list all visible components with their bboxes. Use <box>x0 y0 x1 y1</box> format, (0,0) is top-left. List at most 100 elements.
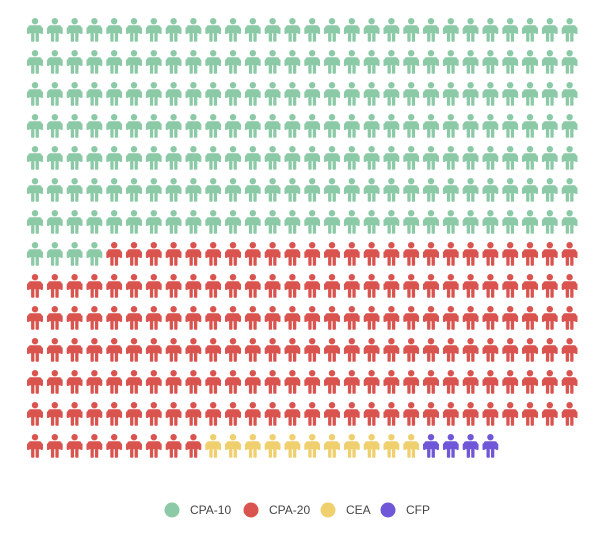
person-icon-cpa-20 <box>541 274 558 298</box>
person-icon-cpa-10 <box>264 82 281 106</box>
person-icon-cpa-10 <box>66 50 83 74</box>
person-icon-cpa-20 <box>185 242 202 266</box>
person-icon-cpa-20 <box>106 402 123 426</box>
person-icon-cpa-20 <box>363 306 380 330</box>
person-icon-cpa-20 <box>106 434 123 458</box>
legend-item-cfp[interactable]: CFP <box>380 502 431 518</box>
person-icon-cpa-10 <box>363 114 380 138</box>
person-icon-cpa-20 <box>522 242 538 266</box>
person-icon-cpa-10 <box>502 18 519 42</box>
person-icon-cpa-20 <box>126 306 142 330</box>
person-icon-cpa-20 <box>522 306 538 330</box>
person-icon-cpa-20 <box>244 402 261 426</box>
person-icon-cpa-20 <box>304 370 321 394</box>
person-icon-cpa-20 <box>46 434 63 458</box>
person-icon-cpa-10 <box>27 146 43 170</box>
person-icon-cpa-20 <box>244 274 261 298</box>
person-icon-cpa-20 <box>66 370 83 394</box>
person-icon-cpa-10 <box>363 50 380 74</box>
person-icon-cpa-20 <box>383 402 400 426</box>
person-icon-cpa-20 <box>304 402 321 426</box>
person-icon-cpa-20 <box>561 242 578 266</box>
person-icon-cpa-10 <box>502 50 519 74</box>
person-icon-cpa-10 <box>205 18 222 42</box>
person-icon-cpa-20 <box>145 338 162 362</box>
person-icon-cpa-10 <box>403 18 420 42</box>
person-icon-cpa-10 <box>225 18 241 42</box>
legend-item-cpa-10[interactable]: CPA-10 <box>164 502 232 518</box>
person-icon-cpa-20 <box>27 370 43 394</box>
person-icon-cpa-20 <box>284 402 301 426</box>
person-icon-cpa-20 <box>225 274 241 298</box>
person-icon-cpa-20 <box>86 274 103 298</box>
person-icon-cpa-10 <box>165 18 182 42</box>
person-icon-cpa-10 <box>185 178 202 202</box>
person-icon-cpa-10 <box>403 114 420 138</box>
person-icon-cpa-20 <box>185 306 202 330</box>
person-icon-cpa-20 <box>126 434 142 458</box>
person-icon-cpa-20 <box>106 370 123 394</box>
person-icon-cpa-20 <box>423 402 439 426</box>
person-icon-cpa-20 <box>343 242 360 266</box>
person-icon-cpa-20 <box>442 402 459 426</box>
person-icon-cea <box>264 434 281 458</box>
person-icon-cpa-20 <box>383 242 400 266</box>
person-icon-cpa-20 <box>462 370 479 394</box>
person-icon-cpa-10 <box>145 210 162 234</box>
person-icon-cpa-20 <box>482 274 499 298</box>
person-icon-cpa-10 <box>304 82 321 106</box>
person-icon-cpa-20 <box>225 402 241 426</box>
person-icon-cpa-20 <box>383 370 400 394</box>
person-icon-cpa-10 <box>561 82 578 106</box>
person-icon-cpa-10 <box>304 146 321 170</box>
person-icon-cpa-10 <box>482 114 499 138</box>
person-icon-cpa-10 <box>324 50 340 74</box>
person-icon-cfp <box>442 434 459 458</box>
person-icon-cpa-10 <box>165 50 182 74</box>
person-icon-cpa-20 <box>423 274 439 298</box>
person-icon-cpa-10 <box>502 178 519 202</box>
person-icon-cpa-20 <box>522 370 538 394</box>
person-icon-cpa-10 <box>244 82 261 106</box>
person-icon-cpa-20 <box>541 306 558 330</box>
person-icon-cpa-10 <box>423 50 439 74</box>
person-icon-cpa-10 <box>383 178 400 202</box>
person-icon-cpa-10 <box>403 178 420 202</box>
person-icon-cpa-20 <box>46 274 63 298</box>
person-icon-cpa-20 <box>165 242 182 266</box>
person-icon-cpa-10 <box>442 210 459 234</box>
person-icon-cpa-20 <box>482 242 499 266</box>
person-icon-cpa-10 <box>324 146 340 170</box>
person-icon-cpa-10 <box>205 178 222 202</box>
legend-item-cea[interactable]: CEA <box>320 502 371 518</box>
person-icon-cpa-20 <box>66 306 83 330</box>
person-icon-cpa-10 <box>264 146 281 170</box>
person-icon-cpa-10 <box>482 210 499 234</box>
person-icon-cpa-10 <box>284 114 301 138</box>
person-icon-cpa-20 <box>27 306 43 330</box>
person-icon-cpa-20 <box>46 370 63 394</box>
person-icon-cpa-10 <box>343 210 360 234</box>
person-icon-cpa-10 <box>66 146 83 170</box>
person-icon-cpa-20 <box>423 338 439 362</box>
person-icon-cpa-10 <box>423 146 439 170</box>
person-icon-cfp <box>462 434 479 458</box>
person-icon-cpa-20 <box>383 306 400 330</box>
legend-marker-cpa-20 <box>243 502 259 518</box>
person-icon-cea <box>363 434 380 458</box>
person-icon-cpa-10 <box>343 50 360 74</box>
person-icon-cpa-10 <box>462 18 479 42</box>
person-icon-cpa-10 <box>442 178 459 202</box>
person-icon-cpa-10 <box>86 82 103 106</box>
person-icon-cpa-20 <box>423 370 439 394</box>
legend-item-cpa-20[interactable]: CPA-20 <box>243 502 311 518</box>
person-icon-cpa-10 <box>343 146 360 170</box>
person-icon-cpa-10 <box>106 178 123 202</box>
person-icon-cpa-10 <box>225 114 241 138</box>
person-icon-cpa-20 <box>106 242 123 266</box>
person-icon-cpa-20 <box>165 402 182 426</box>
person-icon-cpa-10 <box>145 82 162 106</box>
person-icon-cpa-10 <box>205 210 222 234</box>
person-icon-cpa-10 <box>343 114 360 138</box>
